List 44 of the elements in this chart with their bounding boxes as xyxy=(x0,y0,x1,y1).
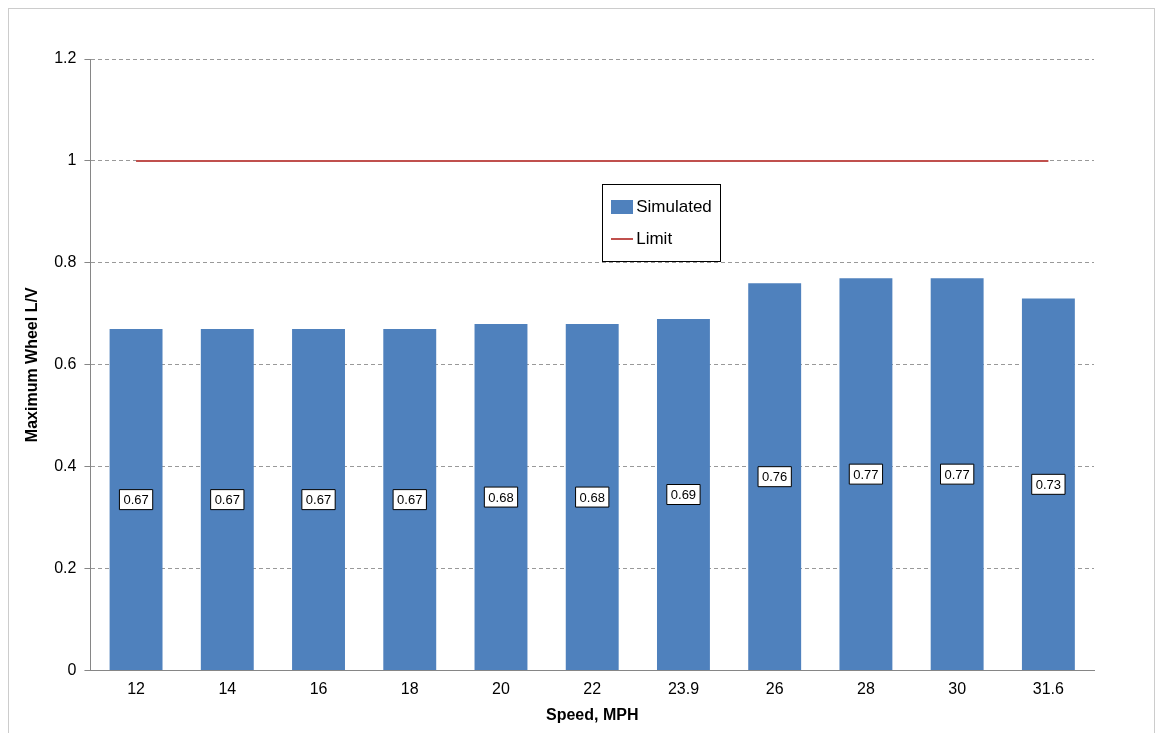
bar xyxy=(1021,298,1075,671)
x-tick-label: 20 xyxy=(492,679,510,697)
y-tick-label: 0.2 xyxy=(54,559,77,577)
x-tick-label: 28 xyxy=(857,679,875,697)
legend-label: Limit xyxy=(636,229,673,249)
bar xyxy=(657,318,710,671)
legend-label: Simulated xyxy=(636,197,712,217)
y-tick-label: 0.4 xyxy=(54,457,77,475)
data-label: 0.68 xyxy=(579,489,605,505)
data-label: 0.73 xyxy=(1035,476,1062,492)
bar xyxy=(748,283,802,671)
bar xyxy=(109,329,163,671)
y-axis-title: Maximum Wheel L/V xyxy=(23,287,41,443)
bar xyxy=(200,329,254,671)
y-tick-label: 1 xyxy=(67,151,77,169)
x-axis-title: Speed, MPH xyxy=(545,705,639,723)
y-tick-label: 0.6 xyxy=(54,355,77,373)
data-label: 0.67 xyxy=(397,492,423,508)
x-tick-label: 14 xyxy=(218,679,237,697)
x-tick-label: 31.6 xyxy=(1032,679,1065,697)
data-label: 0.67 xyxy=(123,492,149,508)
x-tick-label: 30 xyxy=(948,679,967,697)
bar xyxy=(930,278,984,671)
data-label: 0.68 xyxy=(488,489,514,505)
data-label: 0.69 xyxy=(670,487,697,503)
x-tick-label: 26 xyxy=(765,679,784,697)
y-tick-label: 1.2 xyxy=(54,49,77,67)
data-label: 0.77 xyxy=(853,466,879,482)
bar xyxy=(565,324,619,671)
x-tick-label: 23.9 xyxy=(667,679,700,697)
x-tick-label: 18 xyxy=(400,679,419,697)
data-label: 0.77 xyxy=(944,466,970,482)
data-label: 0.67 xyxy=(305,492,332,508)
bar xyxy=(383,329,437,671)
bar xyxy=(839,278,893,671)
bar xyxy=(474,324,528,671)
data-label: 0.76 xyxy=(762,469,788,485)
x-tick-label: 22 xyxy=(583,679,602,697)
data-label: 0.67 xyxy=(214,492,240,508)
y-tick-label: 0.8 xyxy=(54,253,77,271)
y-tick-label: 0 xyxy=(67,661,77,679)
x-tick-label: 12 xyxy=(127,679,146,697)
bar xyxy=(292,329,345,671)
x-tick-label: 16 xyxy=(309,679,328,697)
